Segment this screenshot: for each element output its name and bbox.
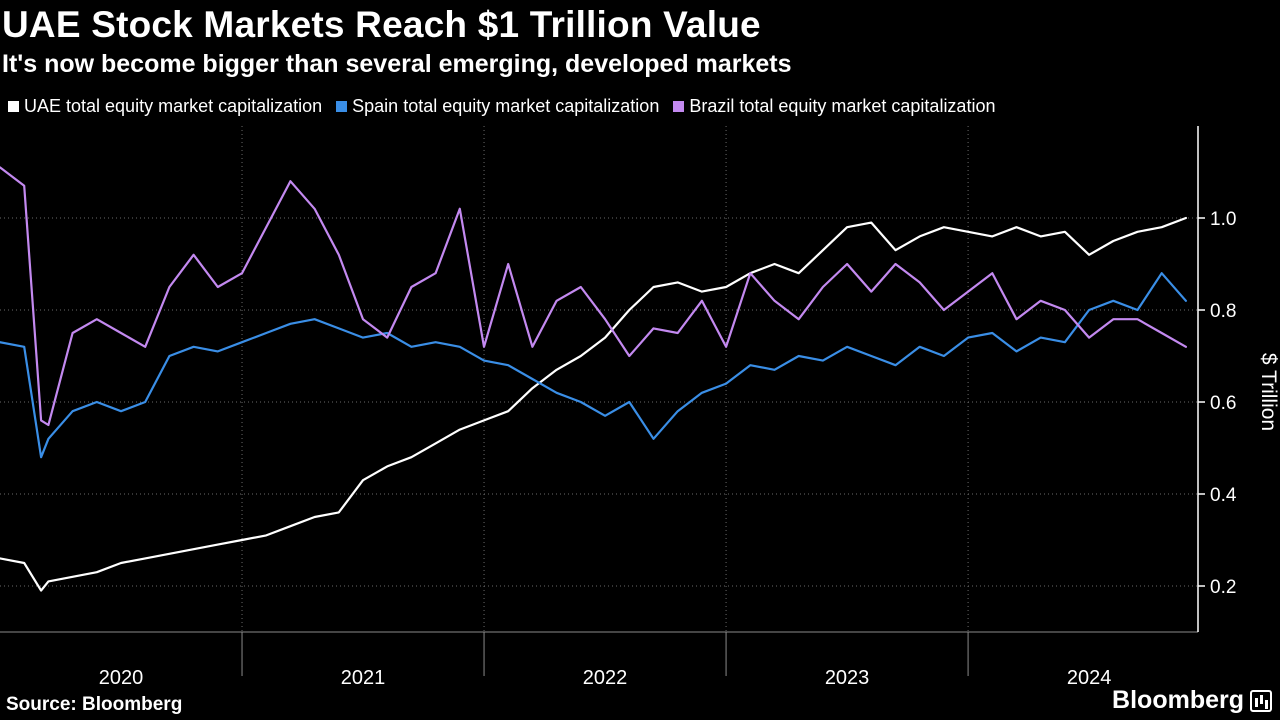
- y-tick-label-4: 1.0: [1210, 209, 1236, 230]
- series-line-brazil: [0, 166, 1188, 427]
- source-note: Source: Bloomberg: [6, 694, 183, 715]
- y-tick-label-1: 0.4: [1210, 485, 1237, 506]
- legend-swatch-brazil: [673, 101, 685, 112]
- x-tick-label-2022: 2022: [583, 667, 628, 689]
- legend-item-brazil: Brazil total equity market capitalizatio…: [673, 96, 995, 117]
- y-tick-label-3: 0.8: [1210, 301, 1236, 322]
- y-ticks: 0.2 0.4 0.6 0.8 1.0: [1198, 209, 1237, 598]
- y-tick-label-2: 0.6: [1210, 393, 1236, 414]
- x-tick-label-2023: 2023: [825, 667, 870, 689]
- brand-name: Bloomberg: [1112, 686, 1244, 714]
- series-line-spain: [0, 272, 1188, 459]
- grid-lines: [0, 126, 1198, 632]
- chart-subtitle: It's now become bigger than several emer…: [2, 50, 792, 78]
- legend-swatch-spain: [336, 101, 348, 112]
- x-tick-label-2021: 2021: [341, 667, 386, 689]
- series-line-uae: [0, 216, 1188, 592]
- legend-item-uae: UAE total equity market capitalization: [8, 96, 322, 117]
- bloomberg-chart-icon: [1250, 689, 1272, 712]
- x-tick-label-2024: 2024: [1067, 667, 1112, 689]
- y-tick-label-0: 0.2: [1210, 577, 1236, 598]
- chart-title: UAE Stock Markets Reach $1 Trillion Valu…: [2, 4, 761, 45]
- y-axis-label: $ Trillion: [1257, 353, 1280, 431]
- x-tick-labels: 2020 2021 2022 2023 2024: [99, 667, 1112, 689]
- legend-label-spain: Spain total equity market capitalization: [352, 96, 660, 116]
- legend-label-uae: UAE total equity market capitalization: [24, 96, 323, 116]
- legend-label-brazil: Brazil total equity market capitalizatio…: [689, 96, 996, 116]
- series-lines: [0, 166, 1188, 592]
- legend-swatch-uae: [8, 101, 19, 112]
- legend-item-spain: Spain total equity market capitalization: [336, 96, 659, 117]
- x-tick-label-2020: 2020: [99, 667, 144, 689]
- brand-logo: Bloomberg: [1112, 686, 1272, 715]
- legend: UAE total equity market capitalization S…: [8, 96, 995, 117]
- x-axis-separators: [0, 631, 1198, 676]
